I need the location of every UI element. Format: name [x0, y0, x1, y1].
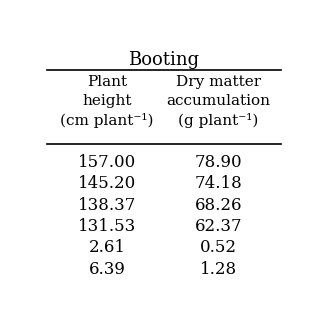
Text: 1.28: 1.28 [200, 261, 237, 278]
Text: 78.90: 78.90 [195, 154, 242, 171]
Text: Dry matter
accumulation
(g plant⁻¹): Dry matter accumulation (g plant⁻¹) [167, 75, 271, 128]
Text: 145.20: 145.20 [78, 175, 136, 192]
Text: 62.37: 62.37 [195, 218, 242, 235]
Text: 131.53: 131.53 [78, 218, 136, 235]
Text: 6.39: 6.39 [89, 261, 125, 278]
Text: 0.52: 0.52 [200, 239, 237, 256]
Text: 68.26: 68.26 [195, 196, 242, 214]
Text: 157.00: 157.00 [78, 154, 136, 171]
Text: 74.18: 74.18 [195, 175, 243, 192]
Text: Booting: Booting [128, 51, 200, 69]
Text: Plant
height
(cm plant⁻¹): Plant height (cm plant⁻¹) [60, 75, 154, 128]
Text: 138.37: 138.37 [78, 196, 136, 214]
Text: 2.61: 2.61 [88, 239, 125, 256]
